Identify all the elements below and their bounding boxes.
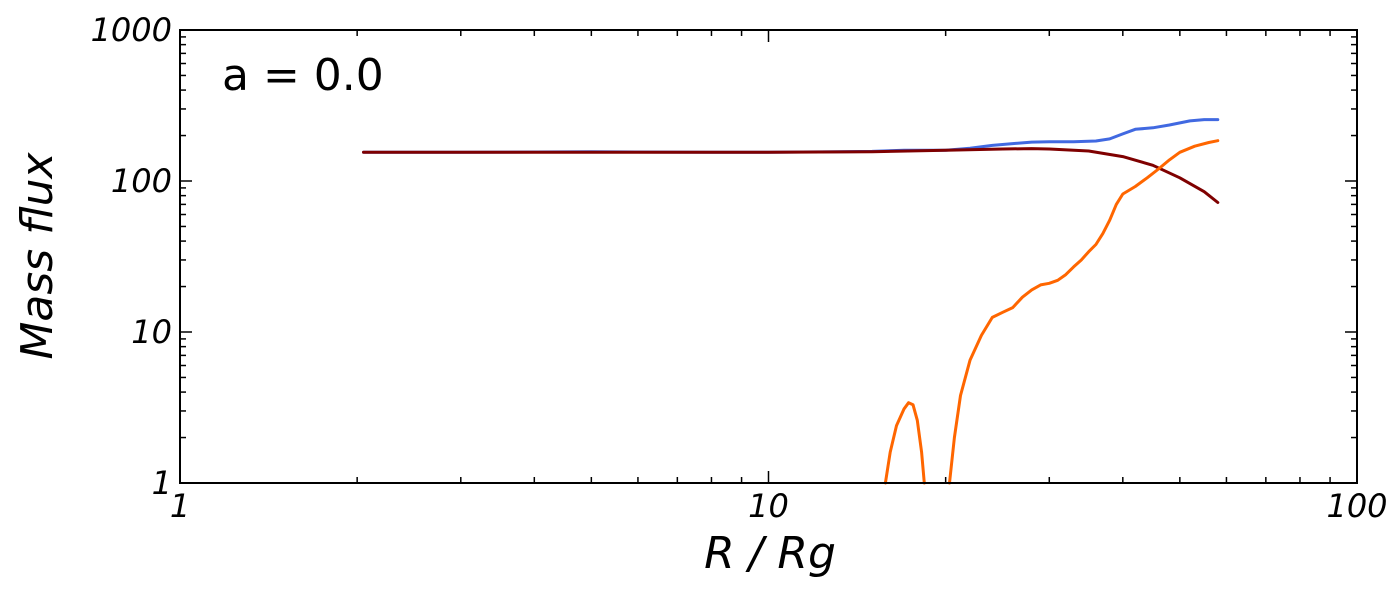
x-tick-label: 100: [1326, 487, 1387, 525]
y-tick-label: 10: [131, 313, 172, 351]
x-axis-title: R / Rg: [704, 528, 836, 579]
series-line-3-segment-1: [883, 401, 926, 485]
y-tick-label: 100: [111, 162, 172, 200]
plot-frame: [179, 29, 1358, 484]
x-tick-label: 1: [170, 487, 190, 525]
y-tick-label: 1000: [91, 11, 172, 49]
series-layer: [362, 118, 1220, 485]
y-tick-label: 1: [152, 464, 172, 502]
x-tick-label: 10: [748, 487, 789, 525]
tick-labels: 1 10 100 1 10 100 1000: [91, 11, 1388, 525]
spin-annotation: a = 0.0: [222, 50, 384, 101]
series-line-2: [362, 147, 1220, 204]
y-axis-title: Mass flux: [12, 151, 63, 359]
series-line-3-segment-2: [948, 139, 1220, 485]
series-line-1: [362, 118, 1220, 154]
